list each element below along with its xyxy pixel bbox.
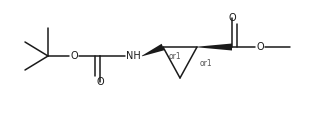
Text: or1: or1	[200, 59, 213, 68]
Text: or1: or1	[169, 52, 182, 61]
Polygon shape	[142, 44, 164, 56]
Text: O: O	[256, 42, 264, 52]
Text: O: O	[70, 51, 78, 61]
Text: NH: NH	[126, 51, 140, 61]
Polygon shape	[197, 44, 232, 51]
Text: O: O	[96, 77, 104, 87]
Text: O: O	[228, 13, 236, 23]
